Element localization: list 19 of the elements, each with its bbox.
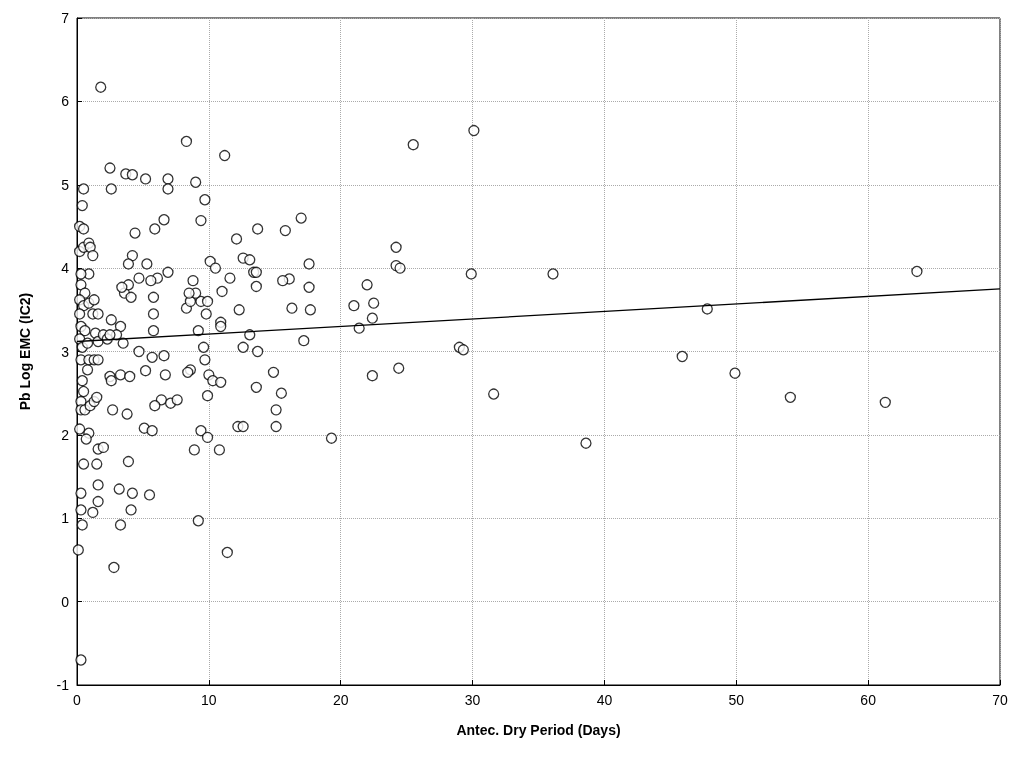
y-tick-label: 0 <box>61 593 70 610</box>
x-axis-title: Antec. Dry Period (Days) <box>456 722 621 738</box>
x-tick-label: 70 <box>992 692 1008 708</box>
y-tick-label: 6 <box>61 93 70 110</box>
x-tick-label: 60 <box>860 692 877 708</box>
y-tick-label: 4 <box>61 260 70 277</box>
y-tick-label: 3 <box>61 343 70 360</box>
y-tick-label: 1 <box>61 510 70 527</box>
x-tick-label: 10 <box>201 692 217 708</box>
x-tick-label: 50 <box>728 692 745 708</box>
y-axis-title: Pb Log EMC (IC2) <box>17 292 33 411</box>
y-tick-label: 5 <box>61 176 70 193</box>
x-tick-label: 20 <box>332 692 349 708</box>
y-tick-label: 2 <box>61 426 70 443</box>
x-tick-label: 0 <box>73 692 82 708</box>
y-tick-label: 7 <box>61 10 70 26</box>
x-tick-label: 30 <box>464 692 481 708</box>
y-tick-label: -1 <box>56 677 70 693</box>
x-tick-label: 40 <box>596 692 613 708</box>
